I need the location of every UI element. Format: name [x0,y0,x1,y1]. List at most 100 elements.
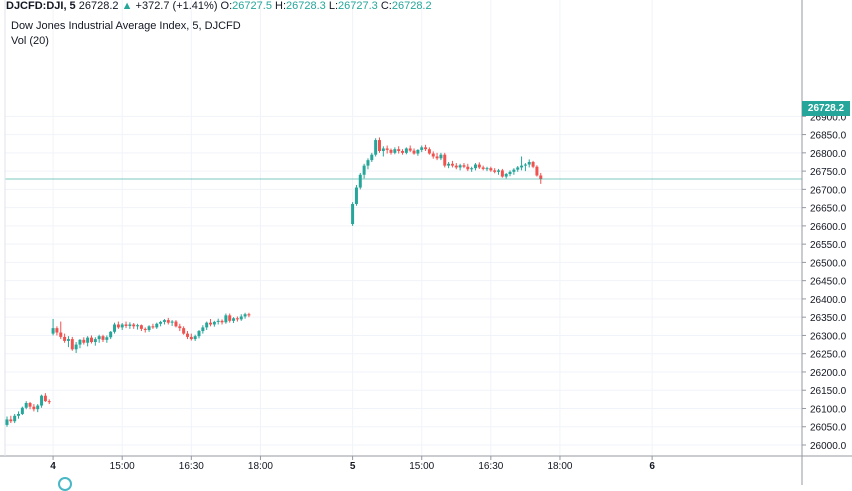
candle-body [435,156,439,159]
candle-body [516,167,520,170]
y-tick-label: 26850.0 [810,131,847,142]
candle-body [78,339,82,345]
candle-body [124,324,128,326]
volume-study-label[interactable]: Vol (20) [11,35,49,47]
candle-body [385,148,389,150]
candle-body [404,148,408,153]
candle-body [412,150,416,154]
candle-body [5,419,9,425]
last-price: 26728.2 [78,0,119,12]
y-tick-label: 26250.0 [810,350,847,361]
candle-body [147,326,151,330]
y-tick-label: 26700.0 [810,185,847,196]
candle-body [224,315,228,323]
tradingview-logo-icon[interactable] [58,477,72,491]
chart-title: Dow Jones Industrial Average Index, 5, D… [11,20,241,32]
candle-body [166,320,170,323]
candle-body [447,163,451,166]
candle-body [159,321,163,324]
candle-body [32,406,36,410]
open-label: O: [220,0,233,12]
symbol-label[interactable]: DJCFD:DJI, 5 [6,0,76,12]
candle-body [397,149,401,152]
candle-body [431,153,435,157]
change-value: +372.7 (+1.41%) [135,0,218,12]
y-tick-label: 26100.0 [810,404,847,415]
candle-body [374,140,378,155]
candle-body [481,167,485,169]
candle-body [247,314,251,316]
candle-body [116,324,120,328]
x-tick-label: 16:30 [478,461,503,472]
candle-body [370,154,374,161]
x-tick-label: 5 [350,461,356,472]
candle-body [439,154,443,159]
candle-body [170,321,174,323]
candle-body [89,337,93,343]
candle-body [235,318,239,320]
candle-body [101,336,105,340]
candle-body [63,336,67,341]
candle-body [401,151,405,153]
candle-body [497,170,501,172]
y-tick-label: 26600.0 [810,222,847,233]
close-label: C: [380,0,392,12]
candle-body [416,149,420,154]
candle-body [209,322,213,325]
candle-body [86,337,90,343]
candle-body [201,327,205,332]
candle-body [477,164,481,168]
candle-body [55,328,59,333]
candle-body [97,336,101,340]
candle-body [70,339,74,350]
candle-body [40,395,44,406]
candle-body [377,140,381,152]
candle-body [9,419,13,422]
candle-body [216,320,220,322]
candle-body [185,333,189,337]
candle-body [120,324,124,328]
candle-body [527,161,531,165]
candle-body [189,336,193,340]
candle-body [205,322,209,328]
candle-body [539,175,543,180]
candle-body [28,403,32,407]
candle-body [362,165,366,175]
candle-body [232,318,236,321]
candle-body [470,168,474,170]
up-arrow-icon: ▲ [121,0,133,12]
x-tick-label: 16:30 [179,461,204,472]
candle-body [389,149,393,153]
candle-body [66,339,70,341]
candle-body [243,314,247,317]
y-tick-label: 26050.0 [810,423,847,434]
y-tick-label: 26000.0 [810,441,847,452]
candle-body [17,413,21,416]
y-tick-label: 26150.0 [810,386,847,397]
candle-body [128,324,132,326]
candle-body [93,339,97,343]
candle-body [47,401,51,403]
candle-body [531,161,535,167]
candle-body [174,321,178,327]
candle-body [139,325,143,329]
candle-body [132,324,136,327]
candle-body [458,165,462,168]
candle-body [366,160,370,166]
x-tick-label: 18:00 [248,461,273,472]
candle-body [228,315,232,321]
ohlc-header: DJCFD:DJI, 5 26728.2 ▲ +372.7 (+1.41%) O… [6,0,432,12]
y-tick-label: 26800.0 [810,149,847,160]
candle-body [151,326,155,328]
candle-body [473,164,477,169]
y-tick-label: 26400.0 [810,295,847,306]
candle-body [20,407,24,414]
candle-body [220,320,224,323]
low-label: L: [328,0,339,12]
candle-body [450,163,454,166]
candle-body [424,147,428,150]
candle-body [358,174,362,188]
candle-body [74,344,78,350]
candle-body [500,170,504,177]
